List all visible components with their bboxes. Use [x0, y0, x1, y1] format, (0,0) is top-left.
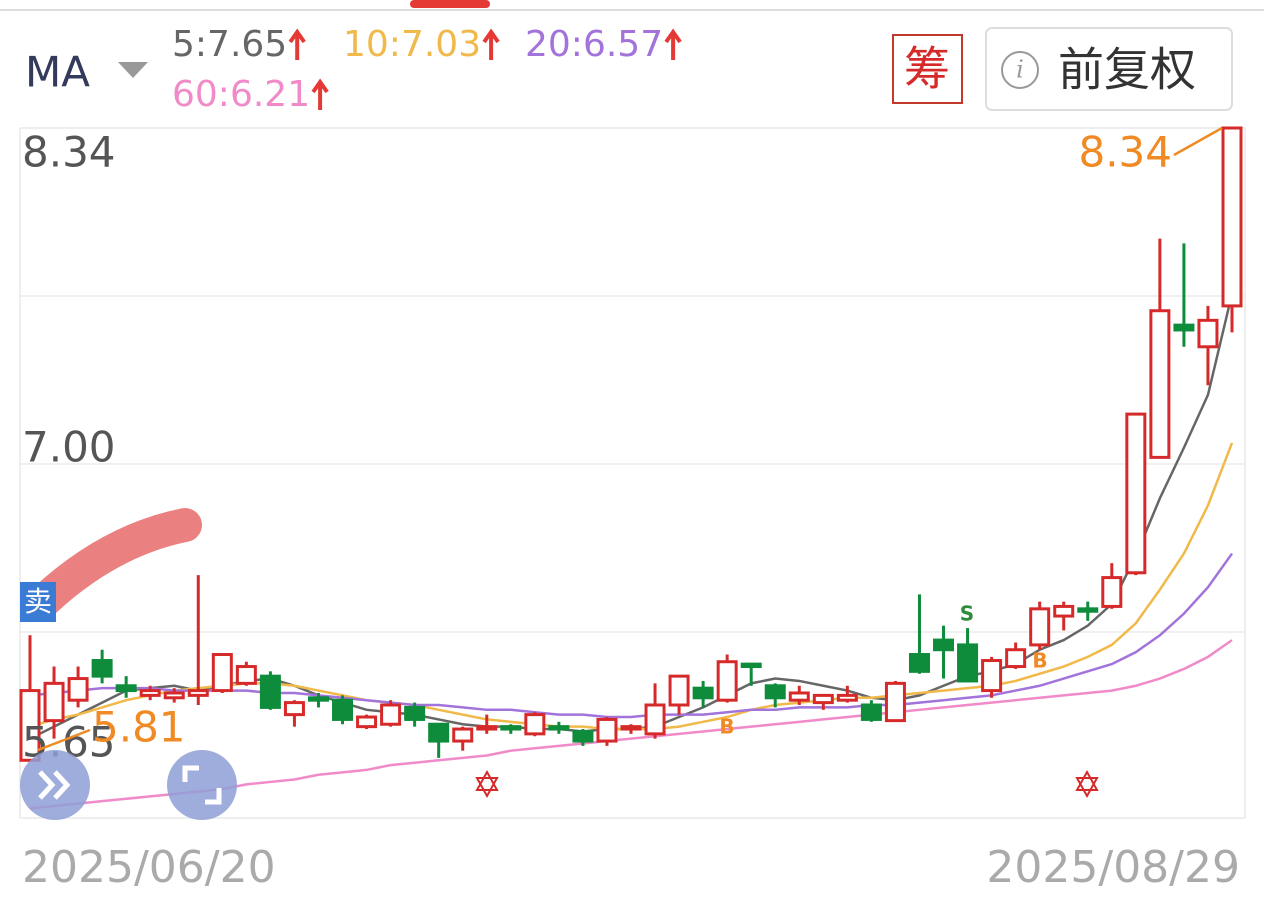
x-tick-label: 2025/08/29 — [986, 842, 1240, 893]
info-icon — [1001, 51, 1039, 89]
candle-body — [259, 674, 281, 709]
candle-body — [548, 725, 570, 731]
trade-signal: B — [1032, 649, 1047, 673]
candle-body — [524, 713, 546, 736]
candle-body — [235, 665, 257, 685]
candle-body — [860, 703, 882, 721]
candle-body — [1149, 309, 1171, 459]
candle-body — [644, 703, 666, 736]
candle-body — [596, 717, 618, 743]
low-label: 5.81 — [92, 703, 186, 752]
x-tick-label: 2025/06/20 — [22, 842, 276, 893]
candle-body — [332, 698, 354, 721]
indicator-selector[interactable]: MA — [25, 48, 90, 97]
trade-signal: S — [960, 602, 974, 626]
candle-body — [788, 691, 810, 702]
candle-body — [1173, 323, 1195, 332]
candle-body — [428, 722, 450, 743]
legend-up-arrow — [288, 28, 306, 60]
candle-body — [1005, 648, 1027, 669]
ma-line — [29, 293, 1234, 740]
ma-line — [29, 442, 1234, 731]
event-star — [475, 769, 499, 799]
legend-entry: 60:6.21 — [172, 74, 310, 115]
y-tick-label: 8.34 — [22, 128, 116, 177]
candle-body — [452, 727, 474, 743]
candle-body — [740, 662, 762, 669]
brush-stroke — [28, 508, 202, 617]
dropdown-arrow[interactable] — [118, 62, 148, 78]
legend-entry: 5:7.65 — [172, 24, 287, 65]
candle-body — [139, 689, 161, 697]
high-leader — [1173, 126, 1223, 157]
candle-body — [67, 677, 89, 702]
candle-body — [1101, 576, 1123, 608]
candle-body — [163, 691, 185, 700]
candle-body — [668, 674, 690, 707]
candle-body — [500, 725, 522, 731]
candle-body — [1197, 318, 1219, 349]
candle-body — [404, 705, 426, 721]
chip-button[interactable] — [892, 34, 963, 104]
candle-body — [716, 660, 738, 702]
high-label: 8.34 — [1078, 128, 1172, 177]
low-leader — [37, 728, 91, 752]
legend-up-arrow — [664, 28, 682, 60]
trade-signal: B — [719, 715, 734, 739]
candle-body — [836, 693, 858, 702]
fullscreen-button[interactable] — [167, 750, 237, 820]
candle-body — [211, 653, 233, 693]
legend-entry: 20:6.57 — [525, 24, 663, 65]
legend-up-arrow — [311, 78, 329, 110]
chip-label: 筹 — [904, 42, 950, 96]
candle-body — [43, 681, 65, 723]
info-icon-glyph: i — [1016, 56, 1024, 84]
candle-body — [884, 681, 906, 723]
candle-body — [1221, 126, 1243, 308]
candle-body — [1077, 607, 1099, 613]
candle-body — [620, 725, 642, 731]
plot-area — [19, 126, 1246, 819]
candle-body — [957, 643, 979, 683]
candle-body — [764, 684, 786, 700]
event-star — [1075, 769, 1099, 799]
legend-up-arrow — [482, 28, 500, 60]
candle-body — [981, 659, 1003, 693]
candle-body — [1029, 607, 1051, 647]
candle-body — [812, 693, 834, 705]
candle-body — [187, 689, 209, 697]
candle-body — [356, 715, 378, 729]
candle-body — [692, 686, 714, 700]
candle-body — [307, 696, 329, 702]
candle-body — [283, 701, 305, 717]
candle-body — [908, 653, 930, 673]
adjust-button[interactable] — [985, 27, 1233, 111]
sell-badge — [20, 582, 56, 622]
y-tick-label: 7.00 — [22, 423, 116, 472]
candle-body — [933, 638, 955, 652]
candle-body — [115, 684, 137, 693]
candle-body — [1125, 412, 1147, 575]
ma-line — [29, 552, 1234, 719]
candle-body — [19, 689, 41, 762]
candle-body — [476, 725, 498, 731]
candle-body — [380, 703, 402, 726]
adjust-label: 前复权 — [1058, 43, 1196, 97]
expand-icon — [38, 770, 71, 800]
legend-entry: 10:7.03 — [343, 24, 481, 65]
candle-body — [1053, 604, 1075, 618]
candle-body — [572, 729, 594, 743]
drag-handle — [410, 0, 490, 8]
sell-badge-label: 卖 — [24, 585, 52, 618]
candle-body — [91, 659, 113, 678]
fullscreen-icon — [182, 765, 222, 805]
